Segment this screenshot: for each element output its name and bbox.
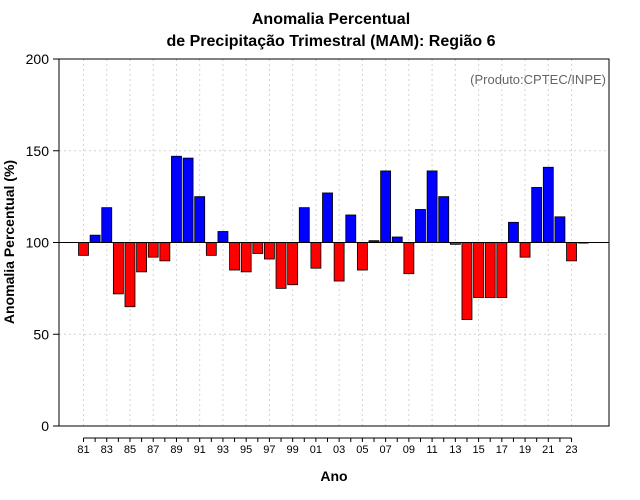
- bar-84: [112, 242, 124, 295]
- bar-88: [159, 242, 171, 262]
- bar-04: [345, 214, 357, 243]
- y-tick-label: 50: [33, 326, 49, 342]
- bar-18: [508, 221, 519, 243]
- x-tick-label: 93: [217, 444, 229, 456]
- x-tick-label: 87: [147, 444, 159, 456]
- credit-label: (Produto:CPTEC/INPE): [470, 72, 606, 87]
- x-tick-label: 99: [287, 444, 299, 456]
- bar-89: [171, 155, 182, 243]
- bar-02: [322, 192, 333, 243]
- x-tick-label: 07: [379, 444, 391, 456]
- x-tick-label: 89: [170, 444, 182, 456]
- bar-87: [147, 242, 159, 258]
- bar-03: [333, 242, 345, 282]
- bar-07: [380, 170, 392, 243]
- bar-10: [415, 209, 426, 243]
- x-tick-label: 81: [77, 444, 89, 456]
- bar-86: [136, 242, 148, 273]
- chart-title-line1: Anomalia Percentual: [252, 11, 410, 28]
- bar-93: [217, 231, 229, 243]
- grid-lines: [59, 58, 609, 427]
- bar-16: [484, 242, 496, 298]
- bar-05: [356, 242, 368, 271]
- bar-83: [101, 207, 113, 243]
- x-tick-label: 95: [240, 444, 252, 456]
- x-tick-label: 03: [333, 444, 345, 456]
- bar-85: [124, 242, 136, 308]
- x-tick-label: 01: [310, 444, 322, 456]
- y-axis: 0 50 100 150 200: [26, 51, 59, 434]
- y-axis-title: Anomalia Percentual (%): [1, 160, 17, 324]
- bar-98: [275, 242, 287, 289]
- x-tick-label: 91: [194, 444, 206, 456]
- bar-97: [264, 242, 275, 260]
- x-tick-label: 85: [124, 444, 136, 456]
- x-tick-label: 21: [542, 444, 554, 456]
- bar-09: [403, 242, 415, 275]
- x-tick-label: 15: [472, 444, 484, 456]
- y-tick-label: 200: [26, 51, 50, 67]
- bar-14: [461, 242, 473, 320]
- bar-99: [287, 242, 299, 286]
- bar-82: [89, 234, 101, 243]
- x-axis-title: Ano: [320, 468, 347, 484]
- bar-92: [205, 242, 217, 256]
- x-tick-label: 11: [426, 444, 437, 456]
- x-tick-label: 83: [101, 444, 113, 456]
- y-tick-label: 100: [26, 235, 50, 251]
- bar-81: [78, 242, 89, 256]
- bar-19: [519, 242, 531, 258]
- x-tick-label: 13: [449, 444, 461, 456]
- bar-17: [496, 242, 508, 298]
- x-tick-label: 97: [263, 444, 275, 456]
- bar-12: [438, 196, 450, 243]
- bar-15: [473, 242, 484, 298]
- bar-90: [182, 157, 194, 243]
- x-tick-label: 05: [356, 444, 368, 456]
- y-tick-label: 150: [26, 143, 50, 159]
- bar-22: [554, 216, 566, 243]
- chart-title-line2: de Precipitação Trimestral (MAM): Região…: [167, 33, 496, 50]
- bar-11: [426, 170, 438, 243]
- bar-94: [229, 242, 240, 271]
- bars: [78, 155, 589, 320]
- bar-01: [310, 242, 322, 269]
- x-tick-label: 09: [403, 444, 415, 456]
- x-tick-label: 17: [496, 444, 508, 456]
- x-tick-label: 23: [565, 444, 577, 456]
- bar-91: [194, 196, 206, 243]
- bar-23: [566, 242, 577, 262]
- bar-20: [531, 187, 543, 243]
- x-axis: 81 83 85 87 89 91 93 95 97 99 01 03 05 07 09 11 13 15 17 19…: [77, 437, 578, 456]
- bar-95: [240, 242, 252, 273]
- y-tick-label: 0: [41, 418, 49, 434]
- x-tick-label: 19: [519, 444, 531, 456]
- bar-21: [542, 166, 554, 243]
- bar-00: [298, 207, 310, 243]
- bar-08: [391, 236, 403, 243]
- bar-96: [252, 242, 264, 254]
